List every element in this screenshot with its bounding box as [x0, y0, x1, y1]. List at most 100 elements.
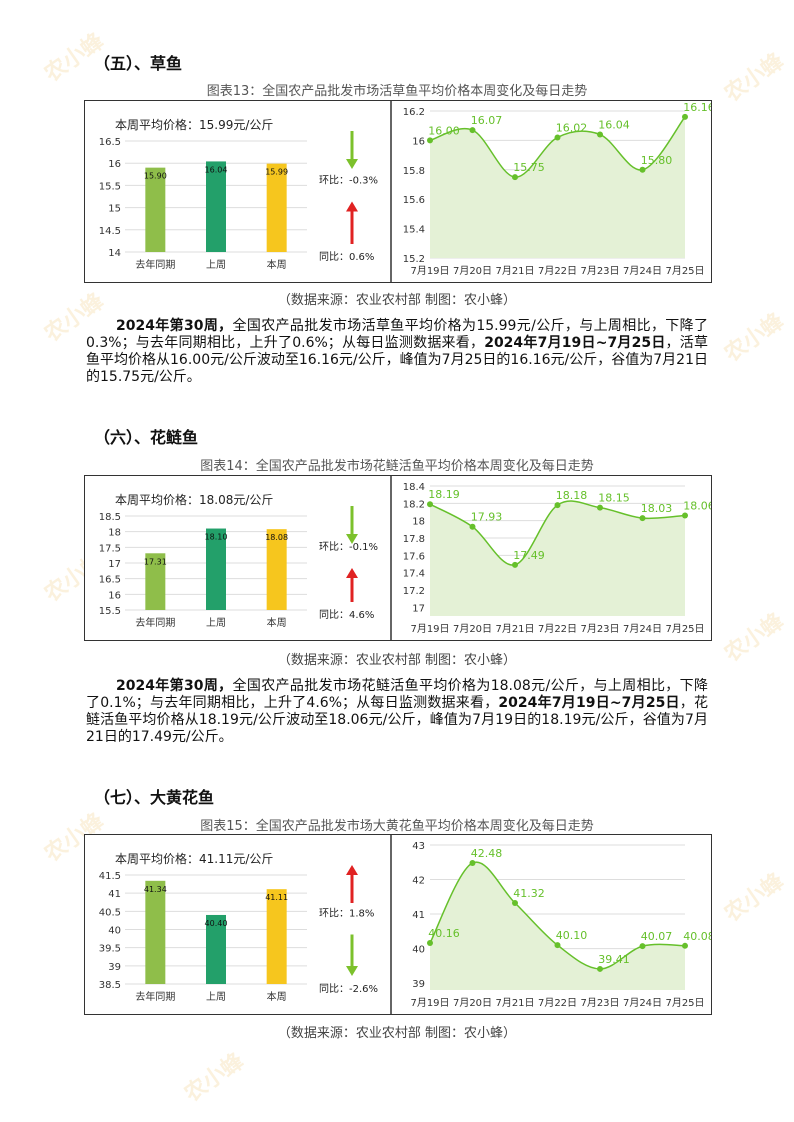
x-tick-label: 7月23日	[580, 265, 619, 277]
section-heading: （五）、草鱼	[94, 54, 183, 73]
bar-1	[206, 528, 226, 610]
y-tick-label: 41.5	[99, 871, 121, 882]
bar-2	[266, 529, 287, 610]
bar-0	[145, 553, 166, 610]
y-tick-label: 14	[108, 248, 121, 259]
bar-value-label: 18.08	[265, 533, 288, 542]
paragraph-bold-run: 2024年7月19日~7月25日	[484, 335, 666, 351]
x-category-label: 去年同期	[135, 616, 175, 629]
x-tick-label: 7月24日	[623, 623, 662, 635]
data-point	[427, 501, 433, 508]
x-category-label: 去年同期	[135, 990, 175, 1003]
data-label: 18.19	[428, 488, 460, 501]
data-label: 39.41	[598, 953, 630, 966]
y-tick-label: 16.2	[403, 107, 425, 118]
x-category-label: 本周	[267, 616, 287, 629]
data-point	[597, 504, 603, 511]
data-label: 40.10	[556, 929, 588, 942]
y-tick-label: 40	[108, 926, 121, 937]
figure-title: 图表14：全国农产品批发市场花鲢活鱼平均价格本周变化及每日走势	[200, 459, 594, 474]
data-point	[512, 900, 518, 906]
y-tick-label: 16	[108, 159, 121, 170]
data-label: 16.00	[428, 124, 460, 137]
data-point	[639, 943, 646, 950]
data-label: 16.04	[598, 119, 630, 132]
y-tick-label: 15.4	[403, 225, 425, 236]
watermark-logo: 农小蜂	[720, 308, 789, 368]
figure-title: 图表15：全国农产品批发市场大黄花鱼平均价格本周变化及每日走势	[200, 819, 594, 834]
mom-label: 环比：-0.3%	[319, 175, 378, 187]
data-point	[512, 174, 518, 181]
x-category-label: 上周	[206, 259, 226, 271]
paragraph-run: ，花鲢活鱼平均价格从18.19元/公斤波动至18.06元/公斤，峰值为7月19日…	[86, 695, 708, 745]
data-point	[639, 166, 646, 173]
section-heading: （七）、大黄花鱼	[94, 788, 215, 807]
analysis-paragraph: 2024年第30周，全国农产品批发市场活草鱼平均价格为15.99元/公斤，与上周…	[86, 318, 708, 386]
y-tick-label: 17.6	[403, 551, 425, 562]
bar-value-label: 41.11	[265, 893, 288, 902]
y-tick-label: 41	[412, 910, 425, 921]
line-area-fill	[430, 501, 685, 616]
bar-value-label: 16.04	[205, 165, 228, 174]
data-point	[427, 137, 433, 144]
yoy-label: 同比：0.6%	[319, 251, 374, 263]
data-point	[469, 523, 476, 530]
bar-value-label: 15.99	[265, 168, 288, 177]
bar-chart-title: 本周平均价格：41.11元/公斤	[115, 851, 273, 866]
data-label: 18.18	[556, 489, 588, 502]
data-point	[597, 131, 603, 138]
yoy-arrow-arrowhead-up-icon	[346, 201, 358, 212]
y-tick-label: 18	[412, 517, 425, 528]
y-tick-label: 39	[108, 962, 121, 973]
data-label: 40.16	[428, 927, 460, 940]
figure-title: 图表13：全国农产品批发市场活草鱼平均价格本周变化及每日走势	[206, 84, 588, 99]
bar-chart-title: 本周平均价格：18.08元/公斤	[115, 492, 273, 507]
data-label: 40.07	[641, 930, 673, 943]
chart-figure: 本周平均价格：15.99元/公斤 14 14.5 15 15.5 16 16.5 15.90 去…	[84, 100, 712, 283]
x-tick-label: 7月22日	[538, 623, 577, 635]
data-point	[469, 127, 476, 134]
bar-0	[145, 167, 166, 252]
y-tick-label: 41	[108, 889, 121, 900]
data-point	[554, 502, 561, 509]
data-point	[554, 942, 561, 949]
bar-2	[266, 889, 287, 984]
y-tick-label: 14.5	[99, 226, 121, 237]
y-tick-label: 40.5	[99, 907, 121, 918]
mom-arrow-arrowhead-down-icon	[346, 534, 358, 544]
chart-figure: 本周平均价格：18.08元/公斤 15.5 16 16.5 17 17.5 18 18.5 17…	[84, 475, 712, 641]
bar-chart-title: 本周平均价格：15.99元/公斤	[115, 117, 273, 132]
y-tick-label: 17.8	[403, 534, 425, 545]
x-tick-label: 7月20日	[453, 265, 492, 277]
bar-value-label: 40.40	[205, 919, 228, 928]
x-tick-label: 7月23日	[580, 997, 619, 1009]
x-tick-label: 7月22日	[538, 265, 577, 277]
y-tick-label: 16.5	[99, 137, 121, 148]
yoy-label: 同比：4.6%	[319, 609, 374, 621]
x-tick-label: 7月22日	[538, 997, 577, 1009]
data-point	[512, 561, 518, 568]
y-tick-label: 17	[412, 603, 425, 614]
y-tick-label: 15.6	[403, 195, 425, 206]
mom-arrow-arrowhead-down-icon	[346, 159, 358, 169]
y-tick-label: 38.5	[99, 980, 121, 991]
bar-value-label: 17.31	[144, 557, 167, 566]
x-tick-label: 7月25日	[665, 997, 704, 1009]
x-category-label: 上周	[206, 991, 226, 1003]
x-tick-label: 7月25日	[665, 265, 704, 277]
bar-value-label: 15.90	[144, 172, 167, 181]
x-tick-label: 7月19日	[410, 623, 449, 635]
y-tick-label: 18.5	[99, 512, 121, 523]
chart-svg: 本周平均价格：18.08元/公斤 15.5 16 16.5 17 17.5 18 18.5 17…	[99, 476, 711, 640]
paragraph-run: 全国农产品批发市场花鲢活鱼平均价格为18.08元/公斤，与上周相比，下降了0.1…	[86, 678, 708, 711]
y-tick-label: 18	[108, 528, 121, 539]
watermark-logo: 农小蜂	[720, 868, 789, 928]
yoy-arrow-arrowhead-down-icon	[346, 966, 358, 976]
mom-arrow-arrowhead-up-icon	[346, 865, 358, 875]
chart-figure: 本周平均价格：41.11元/公斤 38.5 39 39.5 40 40.5 41 41.5 41…	[84, 834, 712, 1015]
x-tick-label: 7月21日	[495, 265, 534, 277]
watermark-logo: 农小蜂	[180, 1048, 249, 1108]
y-tick-label: 17.5	[99, 543, 121, 554]
x-tick-label: 7月20日	[453, 623, 492, 635]
x-tick-label: 7月23日	[580, 623, 619, 635]
